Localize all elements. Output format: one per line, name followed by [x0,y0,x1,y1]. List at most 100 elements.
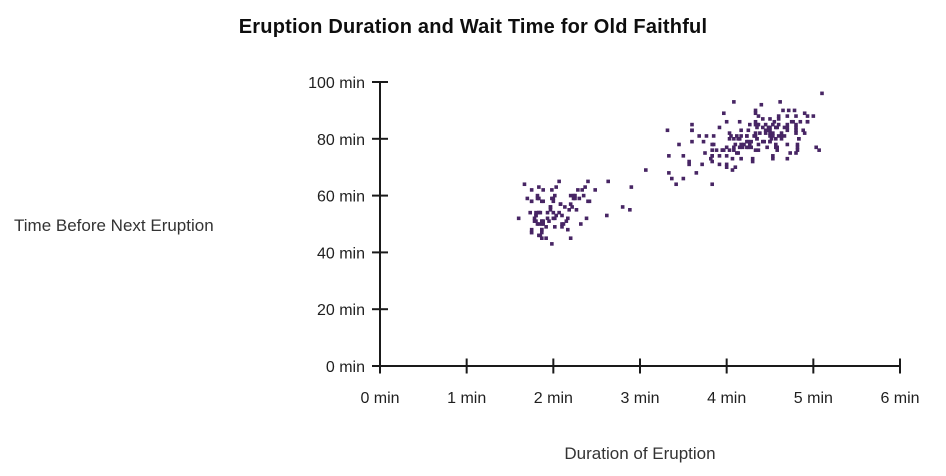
x-tick-label: 6 min [880,390,919,407]
chart-title: Eruption Duration and Wait Time for Old … [238,16,708,38]
data-point [785,114,790,118]
data-point [529,199,534,204]
data-point [568,193,573,198]
data-point [782,134,787,138]
data-point [776,122,781,127]
data-point [763,131,768,135]
data-point [771,122,775,127]
data-point [795,148,800,152]
data-point [701,139,706,144]
y-tick-label: 0 min [326,359,365,376]
data-point [739,142,743,147]
data-point [740,145,745,150]
data-point [545,210,550,215]
data-point [532,216,537,221]
data-point [761,125,765,130]
data-point [739,134,743,138]
data-point [548,205,553,209]
data-point [667,154,671,158]
data-point [544,236,548,240]
data-point [771,154,775,158]
data-point [774,137,778,141]
data-point [735,134,739,138]
data-point [730,168,735,172]
data-point [681,154,686,158]
data-point [739,156,743,161]
data-point [553,193,557,198]
data-point [765,145,769,150]
data-point [560,213,564,218]
data-point [733,165,738,169]
data-point [551,199,556,204]
data-point [785,122,790,127]
data-point [550,196,554,201]
data-point [564,219,569,223]
data-point [735,151,739,155]
data-point [535,196,540,201]
data-point [805,114,810,118]
data-point [792,108,797,113]
data-point [761,117,765,121]
data-point [534,210,538,215]
data-point [785,142,790,147]
x-tick-label: 3 min [620,390,659,407]
data-point [581,193,586,198]
data-point [765,128,769,133]
data-point [753,119,758,124]
data-point [568,202,573,206]
data-point [573,193,577,198]
data-point [554,213,558,218]
data-point [785,125,790,130]
data-point [629,185,634,189]
data-point [768,139,772,144]
data-point [727,131,732,135]
data-point [805,119,810,124]
data-point [605,213,609,218]
data-point [558,202,563,206]
data-point [709,156,713,161]
data-point [763,122,768,127]
data-point [756,148,761,152]
data-point [540,199,544,204]
data-point [714,148,719,152]
data-point [703,151,707,155]
data-point [794,128,798,133]
data-point [541,222,545,226]
data-point [745,145,749,150]
data-point [573,196,577,201]
data-point [717,125,722,130]
data-point [737,145,742,150]
y-axis-title: Time Before Next Eruption [14,216,214,235]
data-point [817,148,821,152]
data-point [710,148,714,152]
data-point [540,236,544,240]
data-point [766,125,771,130]
y-tick-label: 60 min [317,189,365,206]
data-point [720,148,725,152]
data-point [761,139,765,144]
data-point [771,131,775,135]
data-point [797,137,801,141]
data-point [724,154,729,158]
data-point [753,122,758,127]
data-point [732,145,736,150]
data-point [748,142,752,147]
data-point [568,236,573,240]
data-point [768,117,772,121]
data-point [535,193,540,198]
data-point [724,145,729,150]
data-point [749,145,753,150]
data-point [768,131,772,135]
data-point [742,142,746,147]
data-point [700,162,704,167]
data-point [727,137,732,141]
data-point [745,139,749,144]
data-point [798,119,803,124]
data-point [570,205,574,209]
y-tick-label: 100 min [308,75,365,92]
data-point [710,142,714,147]
data-point [756,114,761,118]
data-point [756,142,761,147]
data-point [545,216,550,221]
data-point [579,222,583,226]
